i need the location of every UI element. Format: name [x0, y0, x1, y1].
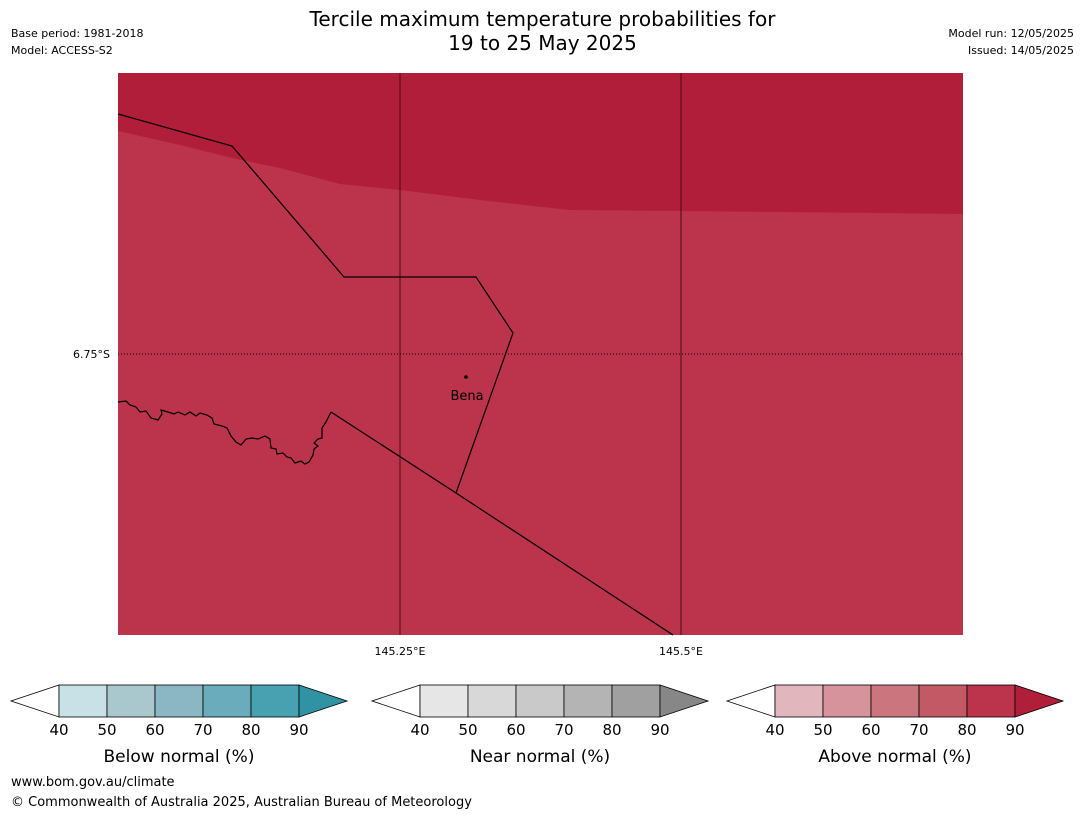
below-normal-colorbar-tick-label: 90 — [289, 721, 308, 739]
below-normal-colorbar-tick-label: 40 — [49, 721, 68, 739]
above-normal-colorbar-tick-label: 40 — [765, 721, 784, 739]
near-normal-colorbar-tick-label: 80 — [602, 721, 621, 739]
province-border-south — [330, 411, 674, 636]
near-normal-colorbar-segment — [515, 684, 565, 718]
above-normal-colorbar-tick-label: 70 — [909, 721, 928, 739]
near-normal-colorbar-tick-label: 70 — [554, 721, 573, 739]
below-normal-colorbar-title: Below normal (%) — [104, 747, 255, 767]
above-normal-colorbar-segment — [918, 684, 968, 718]
above-normal-colorbar-segment — [822, 684, 872, 718]
above-normal-90-plus-region — [118, 73, 963, 214]
near-normal-colorbar-min-triangle — [370, 684, 421, 718]
near-normal-colorbar-tick-label: 40 — [410, 721, 429, 739]
model-text: Model: ACCESS-S2 — [11, 44, 113, 57]
below-normal-colorbar-max-triangle — [298, 684, 349, 718]
near-normal-colorbar-tick-label: 90 — [650, 721, 669, 739]
below-normal-colorbar-tick-label: 50 — [97, 721, 116, 739]
meta-right: Model run: 12/05/2025 Issued: 14/05/2025 — [948, 25, 1074, 59]
near-normal-colorbar-tick-label: 50 — [458, 721, 477, 739]
near-normal-colorbar-segment — [419, 684, 469, 718]
base-period-text: Base period: 1981-2018 — [11, 27, 144, 40]
footer-url: www.bom.gov.au/climate — [11, 775, 175, 790]
near-normal-colorbar-max-triangle — [659, 684, 710, 718]
lon-label-145-5e: 145.5°E — [659, 645, 703, 658]
below-normal-colorbar-segment — [58, 684, 108, 718]
below-normal-colorbar-tick-label: 70 — [193, 721, 212, 739]
below-normal-colorbar-min-triangle — [9, 684, 60, 718]
issued-text: Issued: 14/05/2025 — [967, 44, 1074, 57]
near-normal-colorbar-segment — [563, 684, 613, 718]
above-normal-colorbar-tick-label: 50 — [813, 721, 832, 739]
footer-copyright: © Commonwealth of Australia 2025, Austra… — [11, 795, 472, 810]
colorbar-legends: 40 50 60 70 80 90 Below normal (%) 40 50 60 70 80 90… — [9, 684, 1065, 767]
near-normal-colorbar-segment — [467, 684, 517, 718]
above-normal-colorbar-tick-label: 60 — [861, 721, 880, 739]
above-normal-colorbar-title: Above normal (%) — [818, 747, 971, 767]
below-normal-colorbar-segment — [250, 684, 300, 718]
model-run-text: Model run: 12/05/2025 — [948, 27, 1074, 40]
above-normal-colorbar-segment — [774, 684, 824, 718]
province-border-river — [117, 400, 332, 465]
near-normal-colorbar-title: Near normal (%) — [470, 747, 610, 767]
above-normal-colorbar-tick-label: 80 — [957, 721, 976, 739]
meta-left: Base period: 1981-2018 Model: ACCESS-S2 — [11, 25, 143, 59]
above-normal-colorbar-tick-label: 90 — [1005, 721, 1024, 739]
above-normal-colorbar-segment — [966, 684, 1016, 718]
bena-marker — [464, 375, 468, 379]
title-line-2: 19 to 25 May 2025 — [448, 31, 637, 55]
chart-title: Tercile maximum temperature probabilitie… — [0, 7, 1085, 55]
below-normal-colorbar-segment — [154, 684, 204, 718]
lat-label-6-75s: 6.75°S — [73, 348, 110, 361]
above-normal-colorbar-min-triangle — [725, 684, 776, 718]
lon-label-145-25e: 145.25°E — [375, 645, 426, 658]
below-normal-colorbar-tick-label: 80 — [241, 721, 260, 739]
above-normal-colorbar-max-triangle — [1014, 684, 1065, 718]
near-normal-colorbar-tick-label: 60 — [506, 721, 525, 739]
province-border-north — [117, 113, 514, 494]
above-normal-colorbar-segment — [870, 684, 920, 718]
near-normal-colorbar-segment — [611, 684, 661, 718]
title-line-1: Tercile maximum temperature probabilitie… — [309, 7, 776, 31]
bena-label: Bena — [450, 389, 483, 404]
below-normal-colorbar-tick-label: 60 — [145, 721, 164, 739]
below-normal-colorbar-segment — [202, 684, 252, 718]
below-normal-colorbar-segment — [106, 684, 156, 718]
